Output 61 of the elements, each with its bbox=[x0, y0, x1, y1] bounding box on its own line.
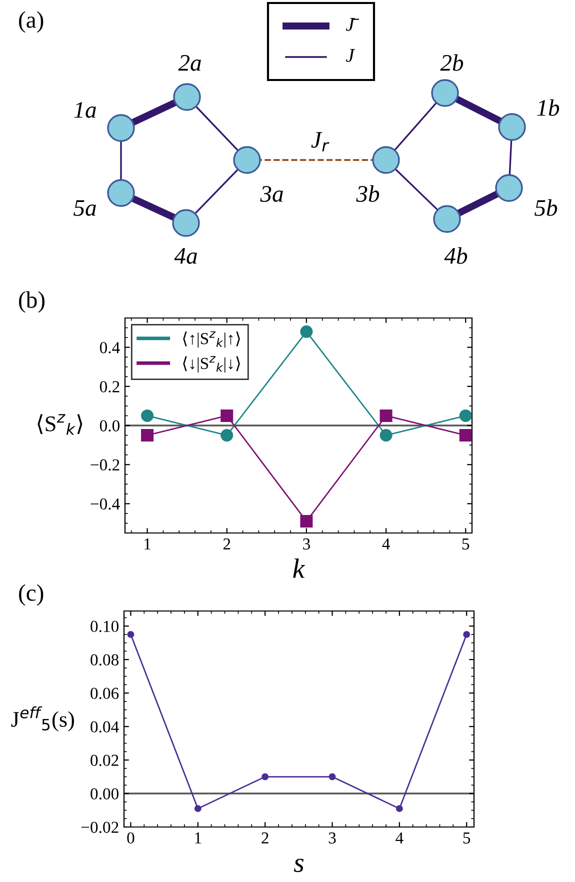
point bbox=[262, 773, 269, 780]
text: 1a bbox=[74, 102, 96, 118]
y-tick-label: 0.00 bbox=[90, 788, 119, 800]
point bbox=[300, 515, 313, 528]
point bbox=[396, 805, 403, 812]
x-tick-label: 5 bbox=[462, 538, 470, 550]
text: J$_{r}$ bbox=[311, 132, 330, 152]
text: J̄ bbox=[346, 18, 360, 31]
point bbox=[141, 409, 154, 422]
x-tick-label: 4 bbox=[396, 832, 404, 844]
x-tick-label: 4 bbox=[382, 538, 390, 550]
y-tick-label: 0.06 bbox=[90, 688, 119, 700]
y-axis-title: J$^{eff}$$_{5}$(s) bbox=[11, 706, 74, 732]
x-axis-title: s bbox=[294, 858, 304, 872]
y-tick-label: 0.0 bbox=[100, 420, 120, 432]
x-tick-label: 0 bbox=[127, 832, 134, 844]
y-tick-label: −0.4 bbox=[90, 498, 120, 510]
point bbox=[380, 429, 392, 442]
y-tick-label: 0.4 bbox=[100, 342, 120, 354]
point bbox=[141, 429, 154, 442]
text: 5b bbox=[534, 199, 558, 216]
text: (a) bbox=[19, 11, 44, 33]
point bbox=[220, 429, 234, 442]
y-tick-label: 0.08 bbox=[90, 654, 119, 666]
x-tick-label: 1 bbox=[144, 538, 150, 550]
text: 2a bbox=[178, 55, 201, 71]
point bbox=[380, 409, 392, 422]
chart-title: (b) bbox=[19, 291, 44, 313]
x-tick-label: 3 bbox=[303, 538, 310, 550]
y-tick-label: 0.2 bbox=[100, 381, 120, 392]
point bbox=[127, 630, 134, 638]
point bbox=[300, 325, 313, 338]
text: 4a bbox=[174, 248, 197, 264]
chart-title: (c) bbox=[19, 584, 44, 606]
text: 5a bbox=[74, 200, 96, 216]
legend-label: ⟨↑|S$^{z}$$_{k}$|↑⟩ bbox=[183, 331, 240, 348]
y-tick-label: 0.10 bbox=[90, 620, 119, 632]
text: 1b bbox=[537, 99, 560, 116]
x-tick-label: 3 bbox=[328, 832, 336, 844]
y-tick-label: −0.02 bbox=[81, 822, 118, 834]
point bbox=[220, 409, 234, 422]
x-tick-label: 1 bbox=[195, 832, 202, 844]
point bbox=[459, 409, 472, 422]
x-tick-label: 2 bbox=[223, 538, 230, 550]
text: 3b bbox=[356, 185, 380, 202]
point bbox=[459, 429, 472, 442]
legend-label: ⟨↓|S$^{z}$$_{k}$|↓⟩ bbox=[183, 356, 240, 373]
text: J bbox=[346, 48, 356, 62]
text: 3a bbox=[260, 186, 283, 202]
point bbox=[463, 630, 470, 638]
y-axis-title: ⟨S$^{z}$$_{k}$⟩ bbox=[38, 414, 82, 435]
x-tick-label: 2 bbox=[262, 832, 268, 844]
y-tick-label: 0.02 bbox=[90, 754, 118, 766]
point bbox=[194, 805, 202, 812]
x-tick-label: 5 bbox=[463, 832, 470, 844]
text: 2b bbox=[440, 54, 464, 71]
x-axis-title: k bbox=[293, 558, 306, 578]
text: 4b bbox=[444, 247, 468, 264]
point bbox=[328, 773, 336, 780]
y-tick-label: −0.2 bbox=[90, 459, 120, 471]
y-tick-label: 0.04 bbox=[90, 721, 119, 733]
